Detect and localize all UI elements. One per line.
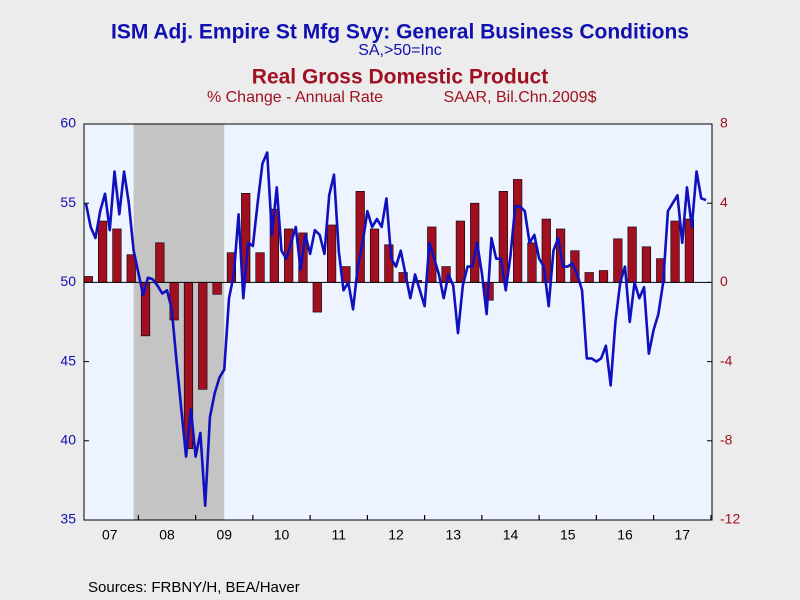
y-tick-label: 45: [60, 352, 76, 368]
y2-tick-label: -12: [720, 511, 740, 527]
bar: [83, 276, 93, 283]
y2-tick-label: 8: [720, 115, 728, 131]
bar: [527, 242, 537, 283]
bar: [255, 252, 265, 283]
y2-tick-label: 4: [720, 194, 728, 210]
bar: [326, 224, 337, 283]
x-tick-label: 13: [445, 527, 461, 543]
bar: [627, 226, 637, 283]
bar: [369, 228, 380, 283]
y-tick-label: 60: [60, 115, 76, 131]
y-tick-label: 55: [60, 194, 76, 210]
bar: [541, 218, 551, 283]
bar: [584, 272, 594, 283]
chart-title: ISM Adj. Empire St Mfg Svy: General Busi…: [111, 21, 689, 44]
x-tick-label: 14: [503, 527, 519, 543]
bar: [212, 282, 222, 295]
y2-tick-label: -8: [720, 432, 733, 448]
x-tick-label: 08: [159, 527, 175, 543]
chart-subtitle-2: SAAR, Bil.Chn.2009$: [444, 89, 597, 106]
x-tick-label: 12: [388, 527, 404, 543]
bar: [641, 246, 652, 283]
x-tick-label: 16: [617, 527, 633, 543]
x-tick-label: 17: [674, 527, 690, 543]
x-tick-label: 07: [102, 527, 118, 543]
x-tick-label: 10: [274, 527, 290, 543]
y2-tick-label: -4: [720, 352, 733, 368]
bar: [513, 179, 523, 283]
bar: [112, 228, 122, 283]
bar: [98, 220, 108, 283]
bar: [684, 218, 694, 283]
bar: [670, 220, 680, 283]
y2-tick-label: 0: [720, 273, 728, 289]
chart-subtitle: SA,>50=Inc: [358, 42, 442, 59]
x-tick-label: 15: [560, 527, 576, 543]
y-tick-label: 50: [60, 273, 76, 289]
y-tick-label: 40: [60, 432, 76, 448]
plot-frame: [83, 123, 713, 521]
chart-title-2: Real Gross Domestic Product: [252, 66, 548, 89]
x-tick-label: 11: [331, 527, 346, 543]
bar: [198, 282, 208, 390]
x-tick-label: 09: [216, 527, 232, 543]
bar: [455, 220, 465, 283]
y-tick-label: 35: [60, 511, 76, 527]
chart-subtitle-2: % Change - Annual Rate: [207, 89, 383, 106]
bar: [155, 242, 165, 283]
line: [84, 151, 707, 508]
bar: [312, 282, 322, 313]
bar: [598, 270, 609, 283]
source-note: Sources: FRBNY/H, BEA/Haver: [88, 579, 300, 596]
